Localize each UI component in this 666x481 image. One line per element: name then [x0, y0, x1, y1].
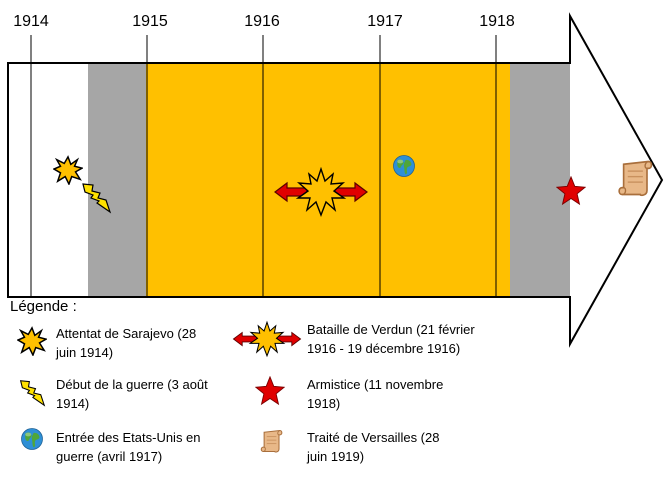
legend-item-line: Traité de Versailles (28 [307, 430, 440, 445]
year-label-1916: 1916 [244, 13, 280, 30]
legend-item-armistice: Armistice (11 novembre 1918) [307, 375, 497, 413]
year-label-1914: 1914 [13, 13, 49, 30]
legend-title: Légende : [10, 298, 77, 315]
legend-item-line: 1918) [307, 396, 341, 411]
legend-item-line: Armistice (11 novembre [307, 377, 444, 392]
legend-item-line: Début de la guerre (3 août [56, 377, 208, 392]
legend-item-line: Bataille de Verdun (21 février [307, 322, 475, 337]
globe-icon [393, 155, 415, 177]
transition-band-1918 [510, 63, 570, 297]
legend-item-line: 1916 - 19 décembre 1916) [307, 341, 461, 356]
legend-item-verdun: Bataille de Verdun (21 février 1916 - 19… [307, 320, 527, 358]
legend-scroll-icon [260, 429, 283, 453]
legend-item-line: juin 1914) [56, 345, 114, 360]
year-label-1915: 1915 [132, 13, 168, 30]
legend-item-line: juin 1919) [307, 449, 365, 464]
legend-item-line: guerre (avril 1917) [56, 449, 163, 464]
arrow-outline [7, 12, 664, 348]
legend-globe-icon [21, 428, 43, 450]
legend-item-sarajevo: Attentat de Sarajevo (28 juin 1914) [56, 324, 246, 362]
arrow-head-fill [570, 16, 662, 344]
legend-item-line: Entrée des Etats-Unis en [56, 430, 201, 445]
legend-item-debut-guerre: Début de la guerre (3 août 1914) [56, 375, 246, 413]
year-label-1918: 1918 [479, 13, 515, 30]
legend-item-versailles: Traité de Versailles (28 juin 1919) [307, 428, 497, 466]
legend-explosion-icon [17, 327, 47, 356]
legend-item-etats-unis: Entrée des Etats-Unis en guerre (avril 1… [56, 428, 246, 466]
legend-lightning-icon [20, 380, 45, 406]
legend-item-line: 1914) [56, 396, 90, 411]
scroll-icon [618, 160, 653, 197]
year-label-1917: 1917 [367, 13, 403, 30]
legend-item-line: Attentat de Sarajevo (28 [56, 326, 197, 341]
transition-band-1914 [88, 63, 146, 297]
prewar-band [8, 63, 88, 297]
legend-red-star-icon [255, 376, 285, 405]
